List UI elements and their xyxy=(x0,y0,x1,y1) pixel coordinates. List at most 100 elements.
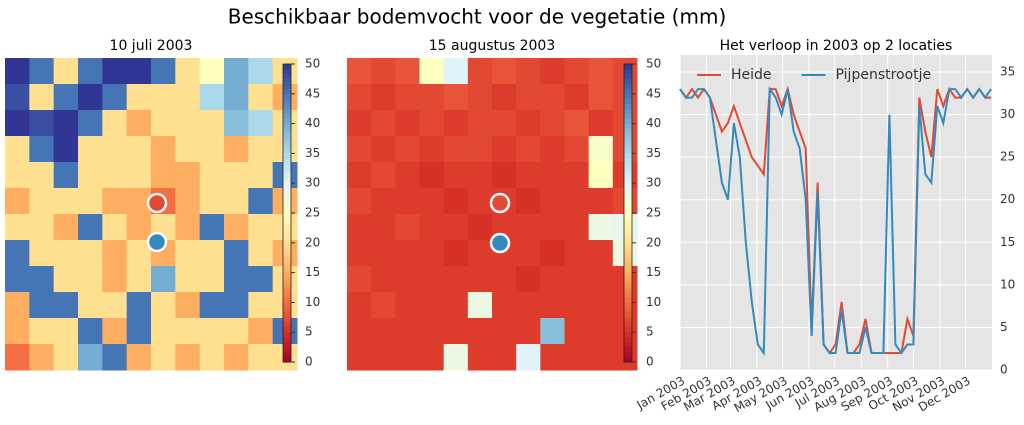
raster-cell xyxy=(5,292,30,319)
colorbar-segment xyxy=(283,352,291,358)
raster-cell xyxy=(126,214,152,241)
raster-cell xyxy=(199,240,225,267)
raster-cell xyxy=(53,58,79,85)
colorbar-segment xyxy=(283,158,291,164)
raster-cell xyxy=(588,344,614,371)
colorbar-segment xyxy=(624,64,632,70)
colorbar-segment xyxy=(624,148,632,154)
colorbar-tick-label: 35 xyxy=(646,146,661,160)
colorbar-segment xyxy=(283,342,291,348)
colorbar-segment xyxy=(624,113,632,120)
colorbar-segment xyxy=(283,93,291,100)
raster-cell xyxy=(248,188,274,215)
raster-cell xyxy=(588,292,614,319)
colorbar-tick-label: 50 xyxy=(305,57,320,71)
colorbar-segment xyxy=(624,203,632,209)
raster-cell xyxy=(419,318,445,345)
raster-cell xyxy=(347,110,372,137)
raster-cell xyxy=(78,110,103,137)
colorbar-segment xyxy=(624,357,632,363)
colorbar-segment xyxy=(283,222,291,229)
figure-title: Beschikbaar bodemvocht voor de vegetatie… xyxy=(228,5,727,29)
raster-cell xyxy=(395,110,420,137)
colorbar-segment xyxy=(283,292,291,298)
raster-cell xyxy=(419,240,445,267)
series-line xyxy=(679,86,992,357)
colorbar-segment xyxy=(283,88,291,95)
raster-cell xyxy=(224,136,249,163)
colorbar-tick-label: 45 xyxy=(305,86,320,100)
raster-cell xyxy=(126,162,152,189)
raster-cell xyxy=(53,292,79,319)
raster-cell xyxy=(224,318,249,345)
colorbar-segment xyxy=(283,173,291,179)
raster-cell xyxy=(540,162,565,189)
colorbar-segment xyxy=(624,98,632,105)
colorbar-segment xyxy=(624,213,632,219)
raster-cell xyxy=(199,136,225,163)
colorbar-segment xyxy=(624,183,632,189)
raster-cell xyxy=(516,240,541,267)
raster-cell xyxy=(224,240,249,267)
colorbar-segment xyxy=(624,297,632,303)
raster-cell xyxy=(516,188,541,215)
colorbar-segment xyxy=(283,73,291,80)
raster-cell xyxy=(516,292,541,319)
colorbar-tick-label: 15 xyxy=(305,265,320,279)
raster-cell xyxy=(564,266,590,293)
raster-cell xyxy=(467,214,493,241)
colorbar-segment xyxy=(624,118,632,125)
raster-cell xyxy=(224,292,249,319)
raster-cell xyxy=(467,240,493,267)
colorbar-segment xyxy=(283,153,291,159)
colorbar-tick-label: 35 xyxy=(305,146,320,160)
raster-cell xyxy=(516,136,541,163)
colorbar-tick-label: 20 xyxy=(305,235,320,249)
raster-cell xyxy=(467,292,493,319)
raster-cell xyxy=(588,162,614,189)
colorbar-segment xyxy=(283,178,291,184)
colorbar-segment xyxy=(624,83,632,90)
raster-cell xyxy=(347,188,372,215)
raster-cell xyxy=(540,214,565,241)
raster-cell xyxy=(102,188,128,215)
raster-cell xyxy=(467,58,493,85)
colorbar-segment xyxy=(283,287,291,293)
raster-cell xyxy=(419,344,445,371)
raster-cell xyxy=(371,136,396,163)
colorbar-tick-label: 45 xyxy=(646,86,661,100)
raster-cell xyxy=(395,292,420,319)
colorbar-segment xyxy=(283,143,291,149)
colorbar-segment xyxy=(283,297,291,303)
colorbar-segment xyxy=(283,83,291,90)
colorbar-segment xyxy=(283,118,291,125)
colorbar-tick-label: 25 xyxy=(305,206,320,220)
legend-label: Heide xyxy=(731,67,772,83)
raster-cell xyxy=(588,110,614,137)
colorbar-segment xyxy=(624,93,632,100)
raster-cell xyxy=(516,84,541,111)
colorbar-segment xyxy=(624,327,632,333)
colorbar-segment xyxy=(624,173,632,179)
raster-cell xyxy=(5,240,30,267)
colorbar-segment xyxy=(283,247,291,254)
raster-cell xyxy=(78,266,103,293)
colorbar-segment xyxy=(283,227,291,234)
colorbar-segment xyxy=(283,148,291,154)
raster-cell xyxy=(540,136,565,163)
raster-cell xyxy=(175,292,201,319)
y-tick-label: 10 xyxy=(1000,277,1015,291)
raster-cell xyxy=(53,318,79,345)
raster-cell xyxy=(248,162,274,189)
raster-cell xyxy=(224,266,249,293)
colorbar-segment xyxy=(283,357,291,363)
colorbar-segment xyxy=(283,332,291,338)
raster-cell xyxy=(347,214,372,241)
raster-cell xyxy=(126,84,152,111)
raster-cell xyxy=(199,58,225,85)
raster-cell xyxy=(419,292,445,319)
raster-cell xyxy=(588,318,614,345)
raster-cell xyxy=(5,266,30,293)
chart-title: 10 juli 2003 xyxy=(110,38,193,54)
colorbar-segment xyxy=(624,252,632,259)
